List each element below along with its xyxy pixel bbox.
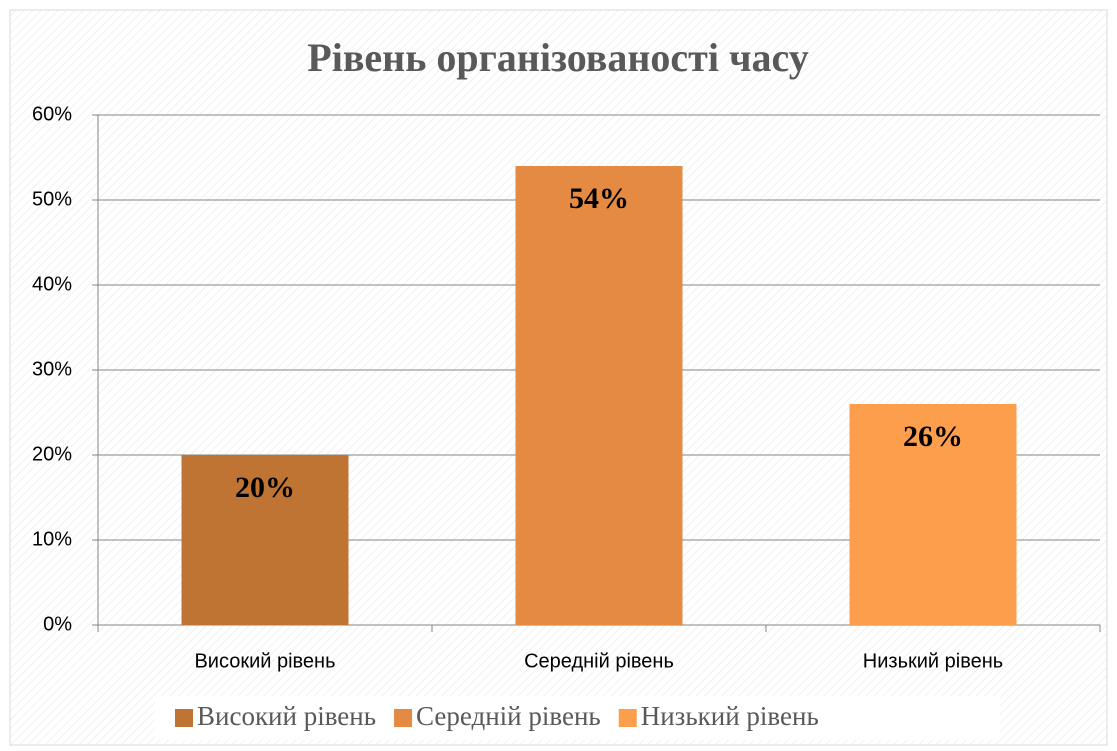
data-label: 54% — [569, 182, 629, 215]
legend-swatch — [394, 709, 413, 727]
legend-label: Середній рівень — [416, 701, 601, 731]
legend-swatch — [618, 709, 637, 727]
legend-label: Низький рівень — [641, 701, 819, 731]
x-tick-label: Низький рівень — [863, 650, 1003, 672]
y-tick-label: 0% — [43, 613, 72, 635]
legend-swatch — [175, 709, 193, 727]
y-tick-label: 60% — [32, 103, 72, 125]
bar — [515, 166, 683, 625]
data-label: 26% — [903, 420, 963, 453]
y-tick-label: 10% — [32, 528, 72, 550]
x-tick-label: Високий рівень — [194, 650, 335, 672]
legend-box — [155, 696, 1000, 740]
y-tick-label: 20% — [32, 443, 72, 465]
y-tick-label: 40% — [32, 273, 72, 295]
chart-title: Рівень організованості часу — [307, 35, 808, 80]
data-label: 20% — [235, 471, 295, 504]
x-tick-label: Середній рівень — [524, 650, 674, 672]
y-tick-label: 30% — [32, 358, 72, 380]
bar — [181, 455, 349, 625]
y-tick-label: 50% — [32, 188, 72, 210]
bar — [849, 404, 1017, 625]
legend-label: Високий рівень — [197, 701, 376, 731]
